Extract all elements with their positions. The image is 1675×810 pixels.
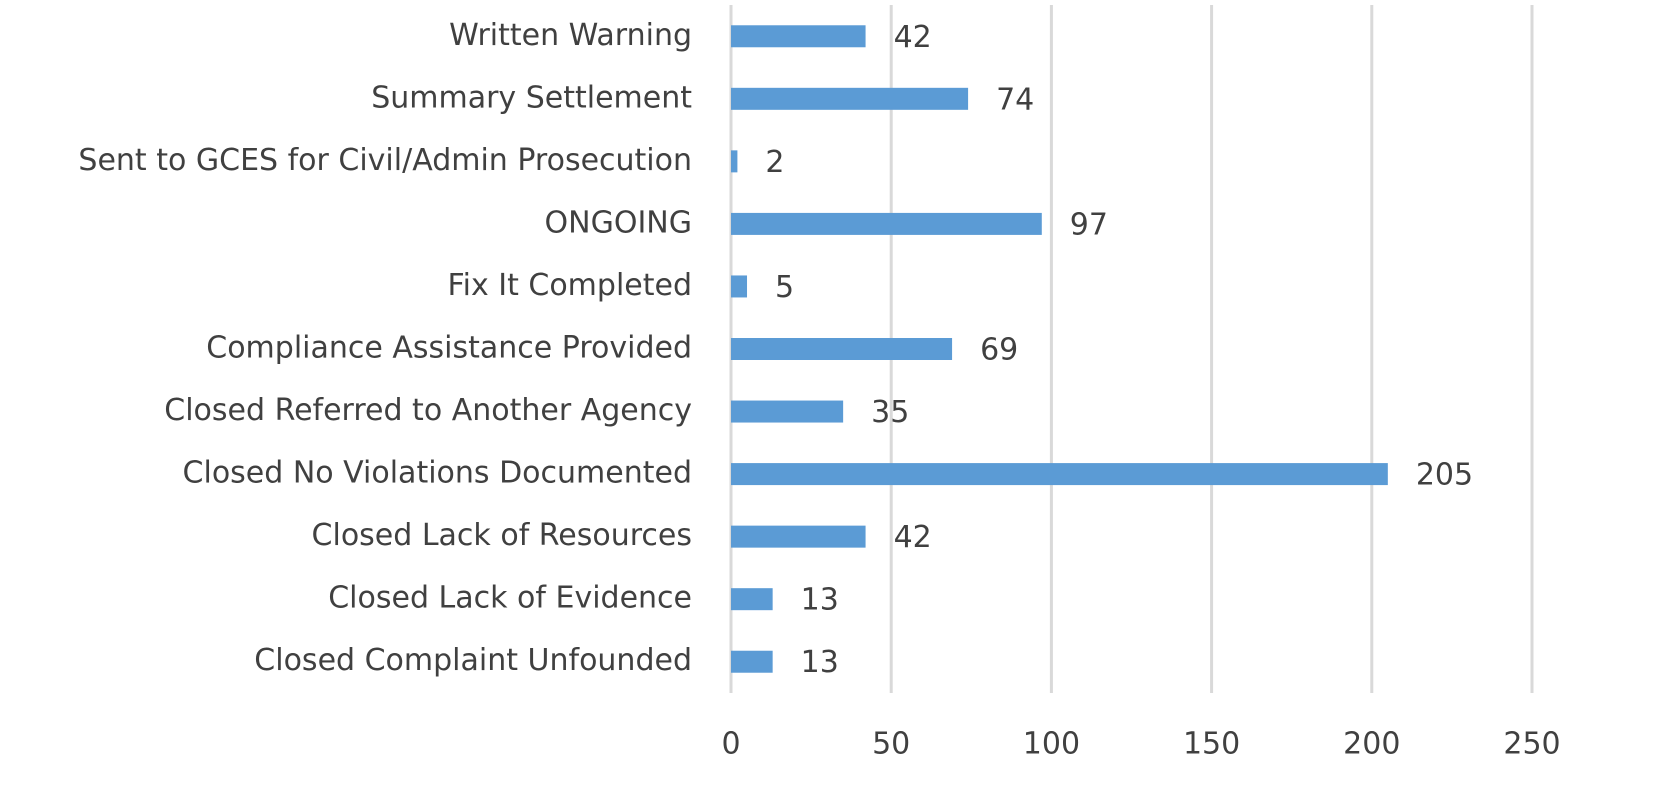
bar: [731, 400, 844, 423]
data-label: 205: [1416, 458, 1473, 493]
data-label: 74: [996, 82, 1034, 117]
y-tick-label: Compliance Assistance Provided: [206, 331, 692, 366]
data-label: 5: [775, 270, 794, 305]
bar: [731, 588, 773, 611]
bar: [731, 150, 738, 173]
bar: [731, 25, 866, 48]
x-tick-label: 200: [1343, 727, 1400, 762]
bar: [731, 212, 1042, 235]
x-tick-label: 100: [1023, 727, 1080, 762]
data-label: 13: [801, 583, 839, 618]
bar: [731, 650, 773, 673]
y-tick-label: Summary Settlement: [371, 80, 692, 115]
data-label: 2: [765, 145, 784, 180]
x-tick-label: 250: [1503, 727, 1560, 762]
y-tick-label: Fix It Completed: [448, 268, 692, 303]
bar: [731, 275, 748, 298]
y-tick-label: Closed Lack of Resources: [312, 518, 692, 553]
bar: [731, 463, 1388, 486]
bar: [731, 525, 866, 548]
y-tick-label: Written Warning: [449, 18, 692, 53]
data-label: 42: [894, 520, 932, 555]
y-tick-label: ONGOING: [545, 205, 692, 240]
x-tick-label: 50: [872, 727, 910, 762]
bar: [731, 87, 969, 110]
y-tick-label: Closed No Violations Documented: [183, 456, 692, 491]
data-label: 13: [801, 645, 839, 680]
y-tick-label: Closed Referred to Another Agency: [164, 393, 692, 428]
data-label: 69: [980, 333, 1018, 368]
x-tick-label: 0: [721, 727, 740, 762]
y-tick-label: Closed Complaint Unfounded: [254, 643, 692, 678]
data-label: 97: [1070, 207, 1108, 242]
x-tick-label: 150: [1183, 727, 1240, 762]
bar: [731, 338, 953, 360]
y-tick-label: Sent to GCES for Civil/Admin Prosecution: [78, 143, 692, 178]
y-tick-label: Closed Lack of Evidence: [328, 581, 692, 616]
data-label: 35: [871, 395, 909, 430]
data-label: 42: [894, 20, 932, 55]
